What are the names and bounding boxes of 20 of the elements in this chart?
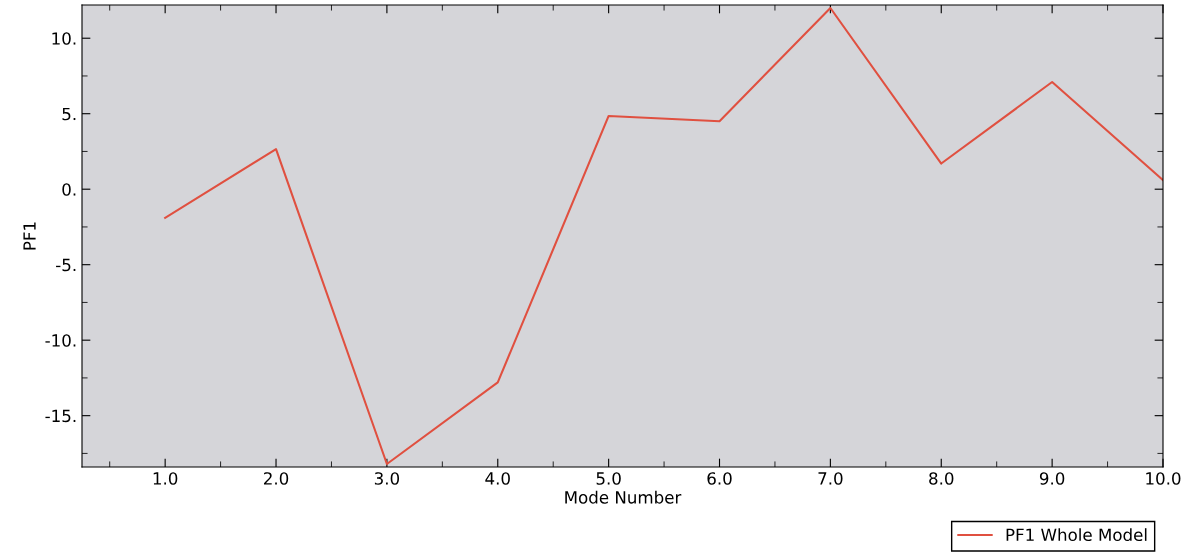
x-tick-label: 10.0 [1146,472,1181,485]
x-tick-label: 4.0 [485,472,510,485]
legend-label: PF1 Whole Model [1006,528,1147,542]
y-tick-label: -10. [45,334,76,347]
x-tick-label: 5.0 [596,472,621,485]
x-tick-label: 8.0 [929,472,954,485]
x-tick-label: 1.0 [153,472,178,485]
y-tick-label: -5. [56,258,76,272]
y-tick-label: 10. [52,32,76,45]
y-axis-title: PF1 [23,222,36,250]
x-axis-title: Mode Number [565,490,682,504]
x-tick-label: 6.0 [707,472,732,485]
y-tick-label: 0. [62,183,76,196]
line-series [164,6,1163,466]
x-tick-label: 9.0 [1039,472,1065,485]
x-tick-label: 3.0 [374,472,400,485]
y-tick-label: -15. [45,409,76,423]
x-tick-label: 7.0 [818,472,843,485]
x-tick-label: 2.0 [263,472,289,485]
y-tick-label: 5. [62,107,76,121]
